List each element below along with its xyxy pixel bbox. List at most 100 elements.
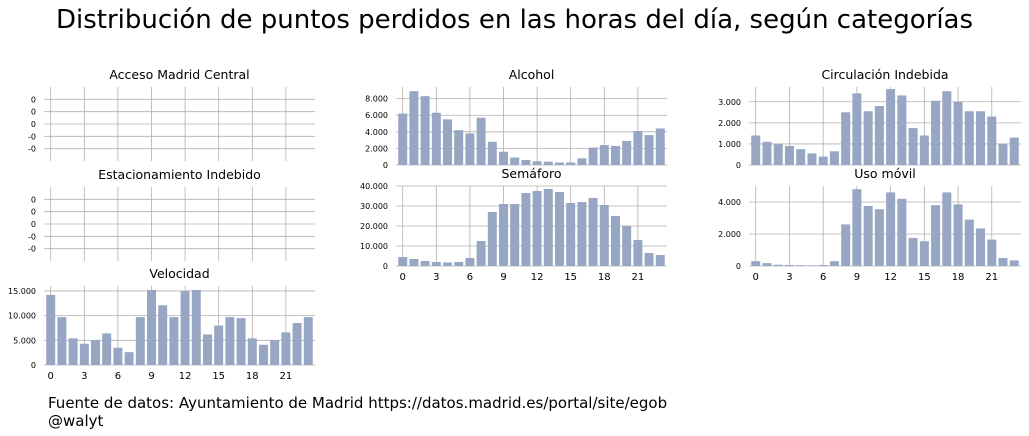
y-tick-label: 0: [31, 95, 36, 104]
bar: [1009, 260, 1019, 266]
bar: [510, 204, 520, 266]
bar: [292, 323, 302, 365]
x-tick-label: 18: [952, 272, 965, 283]
bar: [773, 143, 783, 165]
bar: [566, 203, 576, 266]
bar: [987, 239, 997, 266]
bar: [409, 259, 419, 266]
bar: [443, 119, 452, 165]
bar: [829, 261, 839, 266]
x-tick-label: 6: [467, 272, 473, 283]
bar: [420, 96, 430, 165]
bar: [247, 338, 257, 365]
x-tick-label: 15: [564, 272, 577, 283]
y-tick-label: -0: [28, 132, 36, 141]
bar: [409, 91, 419, 165]
y-tick-label: -0: [28, 232, 36, 241]
bar: [147, 289, 156, 365]
bar: [158, 305, 168, 365]
y-tick-label: 0: [383, 161, 388, 170]
bar: [863, 206, 873, 266]
y-tick-label: 0: [31, 361, 36, 370]
bar: [644, 253, 654, 266]
chart-semaforo: 0 10.000 20.000 30.000 40.000 0 3 6 9 12 15 18 21 Sem…: [360, 166, 667, 283]
bar: [225, 317, 235, 365]
chart-title: Velocidad: [149, 266, 209, 281]
bar: [555, 192, 564, 266]
x-tick-label: 18: [246, 371, 259, 382]
bar: [611, 145, 620, 165]
chart-title: Alcohol: [509, 67, 555, 82]
bar: [897, 95, 907, 165]
y-tick-label: 0: [31, 208, 36, 217]
bar: [611, 216, 620, 266]
bar: [577, 158, 587, 165]
bar: [577, 202, 587, 266]
data-source-text: Fuente de datos: Ayuntamiento de Madrid …: [48, 394, 668, 412]
bar: [998, 258, 1008, 266]
bar: [499, 204, 508, 266]
y-tick-label: 5.000: [13, 336, 36, 345]
bar: [420, 261, 430, 266]
bar: [863, 111, 873, 165]
bar: [588, 198, 598, 266]
bar: [964, 219, 974, 266]
bar: [281, 332, 291, 365]
bar: [931, 100, 941, 165]
bar: [236, 318, 246, 365]
x-tick-label: 9: [500, 272, 506, 283]
y-tick-label: 0: [31, 220, 36, 229]
bar: [57, 317, 67, 365]
bar: [543, 161, 553, 165]
y-tick-label: 0: [31, 120, 36, 129]
bar: [751, 135, 761, 165]
bar: [135, 317, 145, 365]
x-tick-label: 12: [884, 272, 897, 283]
x-tick-label: 3: [786, 272, 792, 283]
y-tick-label: 0: [383, 262, 388, 271]
x-tick-label: 9: [148, 371, 154, 382]
author-handle: @walyt: [48, 412, 104, 430]
bar: [908, 128, 918, 165]
bar: [818, 156, 828, 165]
bar: [303, 317, 313, 365]
bar: [398, 257, 408, 266]
x-tick-label: 0: [48, 371, 54, 382]
bar: [841, 224, 851, 266]
bar: [919, 135, 929, 165]
bar: [398, 113, 408, 165]
x-tick-label: 21: [632, 272, 645, 283]
bar: [521, 160, 531, 165]
bar: [976, 111, 986, 165]
bar: [976, 228, 986, 266]
figure-title: Distribución de puntos perdidos en las h…: [55, 5, 974, 35]
y-tick-label: 30.000: [360, 202, 388, 211]
bar: [180, 290, 190, 365]
bar: [465, 258, 475, 266]
bar: [454, 262, 464, 266]
bar: [259, 344, 268, 365]
bar: [998, 143, 1008, 165]
bar: [543, 189, 553, 266]
y-tick-label: 6.000: [365, 111, 388, 120]
x-tick-label: 0: [753, 272, 759, 283]
bar: [622, 226, 632, 266]
x-tick-label: 15: [918, 272, 931, 283]
bar: [1009, 137, 1019, 165]
bar: [931, 205, 941, 266]
bar: [91, 340, 100, 365]
bar: [796, 265, 806, 266]
bar: [191, 289, 201, 365]
x-tick-label: 21: [280, 371, 293, 382]
bar: [487, 212, 497, 266]
bar: [633, 240, 643, 266]
bar: [953, 204, 963, 266]
x-tick-label: 21: [985, 272, 998, 283]
bar: [499, 151, 508, 165]
y-tick-label: 1.000: [718, 140, 741, 149]
y-tick-label: -0: [28, 245, 36, 254]
y-tick-label: 4.000: [365, 128, 388, 137]
bar: [751, 261, 761, 266]
bar: [46, 294, 56, 365]
